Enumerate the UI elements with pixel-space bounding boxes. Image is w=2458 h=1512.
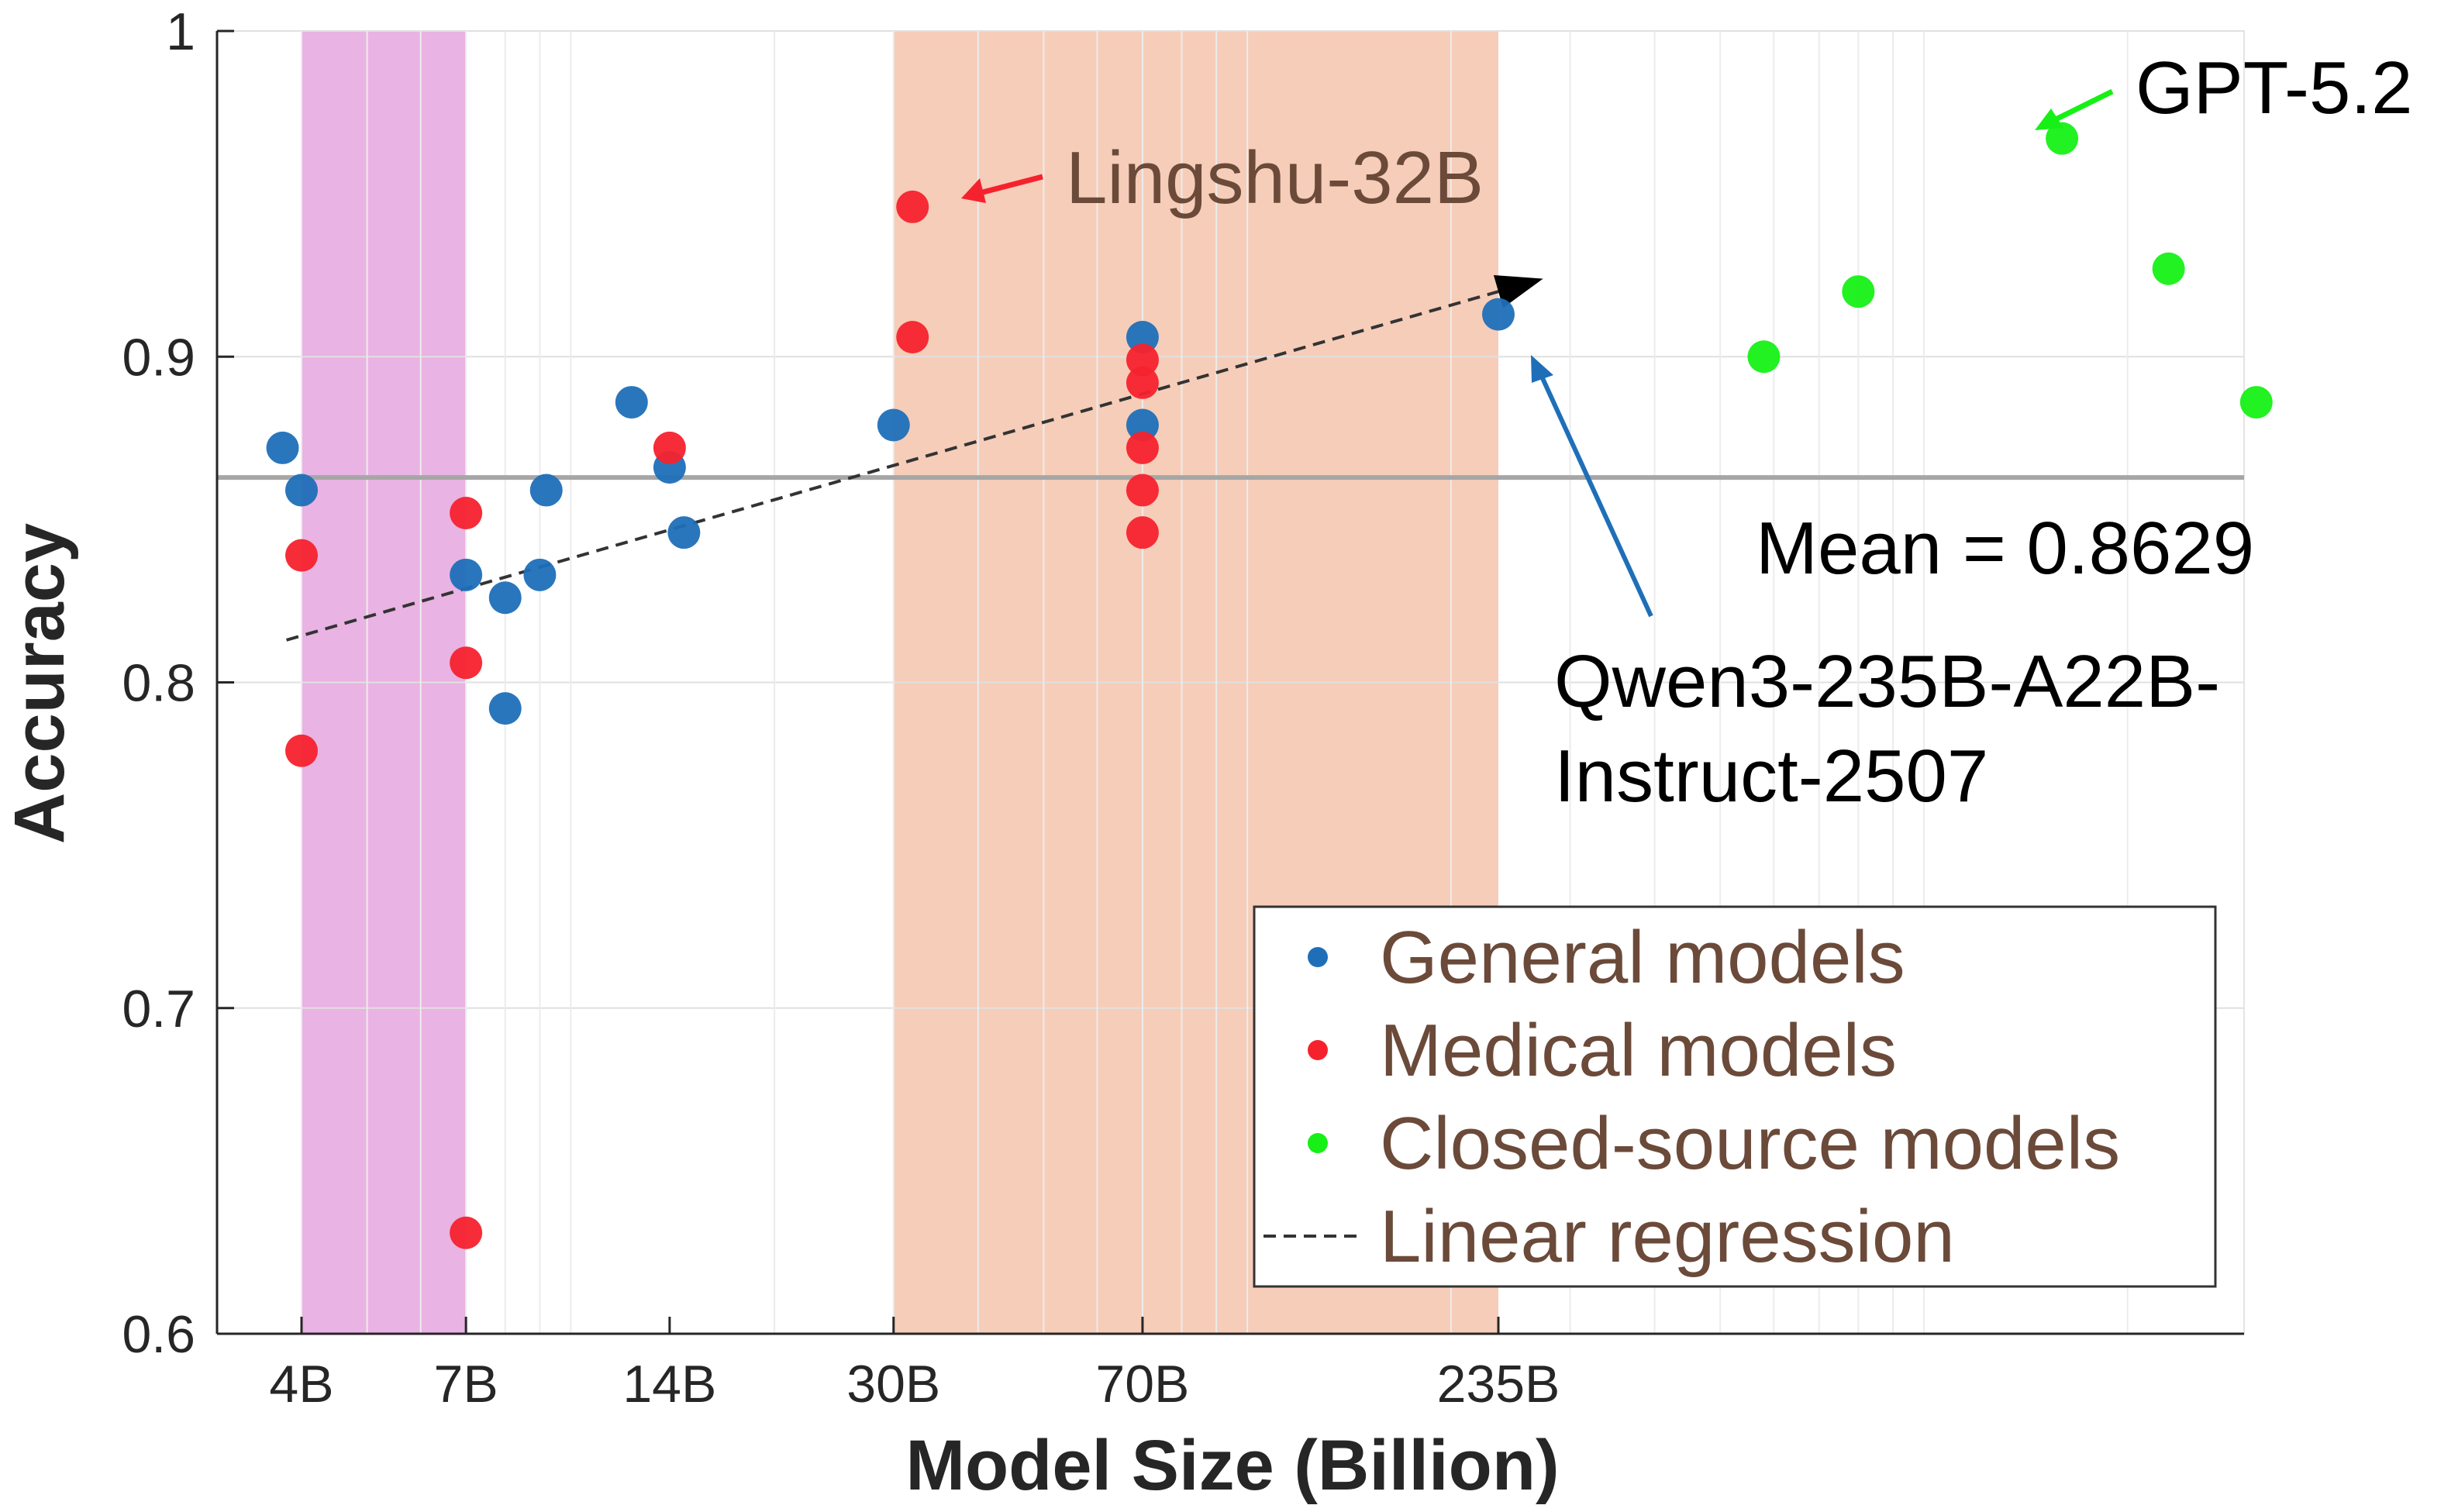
legend: General models Medical models Closed-sou… — [1253, 905, 2217, 1288]
point-medical-models-11 — [1126, 474, 1159, 507]
legend-label-medical: Medical models — [1380, 1009, 1897, 1092]
y-tick-label-0.8: 0.8 — [122, 654, 195, 713]
x-tick-label-30B: 30B — [846, 1355, 940, 1414]
regression-line — [286, 290, 1499, 642]
point-general-models-0 — [266, 431, 299, 464]
x-ticks: 4B 7B 14B 30B 70B 235B — [269, 1317, 1560, 1414]
point-medical-models-3 — [450, 646, 483, 680]
y-tick-label-0.7: 0.7 — [122, 980, 195, 1038]
point-general-models-7 — [615, 386, 648, 419]
legend-box — [1253, 905, 2217, 1288]
qwen-arrow-head — [1531, 355, 1553, 383]
qwen-label-line2: Instruct-2507 — [1554, 735, 1988, 818]
point-closed-source-models-0 — [1747, 340, 1781, 374]
point-medical-models-4 — [450, 1216, 483, 1249]
point-medical-models-5 — [653, 431, 686, 464]
point-general-models-2 — [450, 558, 483, 591]
legend-label-closed: Closed-source models — [1380, 1102, 2120, 1185]
x-tick-label-235B: 235B — [1437, 1355, 1560, 1414]
y-axis-label: Accuracy — [0, 523, 79, 844]
qwen-label-line1: Qwen3-235B-A22B- — [1554, 640, 2220, 723]
annotation-qwen: Qwen3-235B-A22B- Instruct-2507 — [1531, 355, 2220, 818]
y-tick-label-0.6: 0.6 — [122, 1305, 195, 1364]
point-medical-models-2 — [450, 496, 483, 529]
point-medical-models-7 — [896, 321, 929, 354]
point-medical-models-1 — [285, 734, 318, 767]
x-tick-label-70B: 70B — [1095, 1355, 1189, 1414]
point-general-models-3 — [488, 581, 522, 615]
annotation-gpt: GPT-5.2 — [2035, 46, 2412, 130]
point-general-models-9 — [667, 516, 701, 549]
mean-label: Mean = 0.8629 — [1756, 507, 2254, 590]
x-tick-label-14B: 14B — [622, 1355, 716, 1414]
x-tick-label-4B: 4B — [269, 1355, 333, 1414]
legend-marker-general — [1308, 947, 1328, 967]
point-medical-models-8 — [1126, 343, 1159, 377]
x-tick-label-7B: 7B — [434, 1355, 498, 1414]
x-axis-label: Model Size (Billion) — [905, 1426, 1559, 1505]
legend-label-general: General models — [1380, 916, 1905, 999]
lingshu-arrow-line — [982, 174, 1043, 195]
grid-layer — [216, 30, 2245, 1335]
qwen-arrow-line — [1540, 377, 1653, 618]
point-closed-source-models-4 — [2239, 386, 2273, 419]
y-ticks: 0.6 0.7 0.8 0.9 1 — [122, 2, 234, 1364]
point-medical-models-0 — [285, 539, 318, 572]
point-general-models-5 — [523, 558, 557, 591]
point-medical-models-10 — [1126, 431, 1159, 464]
legend-label-regression: Linear regression — [1380, 1195, 1955, 1278]
lingshu-arrow-head — [961, 178, 986, 203]
y-tick-label-1: 1 — [166, 2, 195, 61]
point-medical-models-6 — [896, 190, 929, 223]
point-general-models-6 — [529, 474, 563, 507]
point-general-models-4 — [488, 692, 522, 725]
gpt-arrow-head — [2035, 108, 2063, 130]
point-general-models-12 — [1126, 408, 1159, 442]
legend-marker-closed — [1308, 1133, 1328, 1153]
points-layer — [266, 122, 2273, 1249]
point-general-models-10 — [877, 408, 910, 442]
gpt-arrow-line — [2053, 88, 2114, 123]
annotation-lingshu: Lingshu-32B — [961, 136, 1484, 219]
point-general-models-11 — [1126, 321, 1159, 354]
point-closed-source-models-1 — [1842, 275, 1875, 308]
lingshu-label: Lingshu-32B — [1066, 136, 1484, 219]
regression-arrowhead — [1493, 275, 1543, 308]
regression-layer — [286, 275, 1543, 642]
point-closed-source-models-2 — [2046, 122, 2079, 155]
legend-marker-medical — [1308, 1040, 1328, 1060]
point-medical-models-12 — [1126, 516, 1159, 549]
y-tick-label-0.9: 0.9 — [122, 328, 195, 387]
point-general-models-1 — [285, 474, 318, 507]
point-medical-models-9 — [1126, 366, 1159, 399]
point-closed-source-models-3 — [2152, 252, 2185, 285]
gpt-label: GPT-5.2 — [2136, 46, 2412, 129]
point-general-models-13 — [1482, 298, 1515, 331]
